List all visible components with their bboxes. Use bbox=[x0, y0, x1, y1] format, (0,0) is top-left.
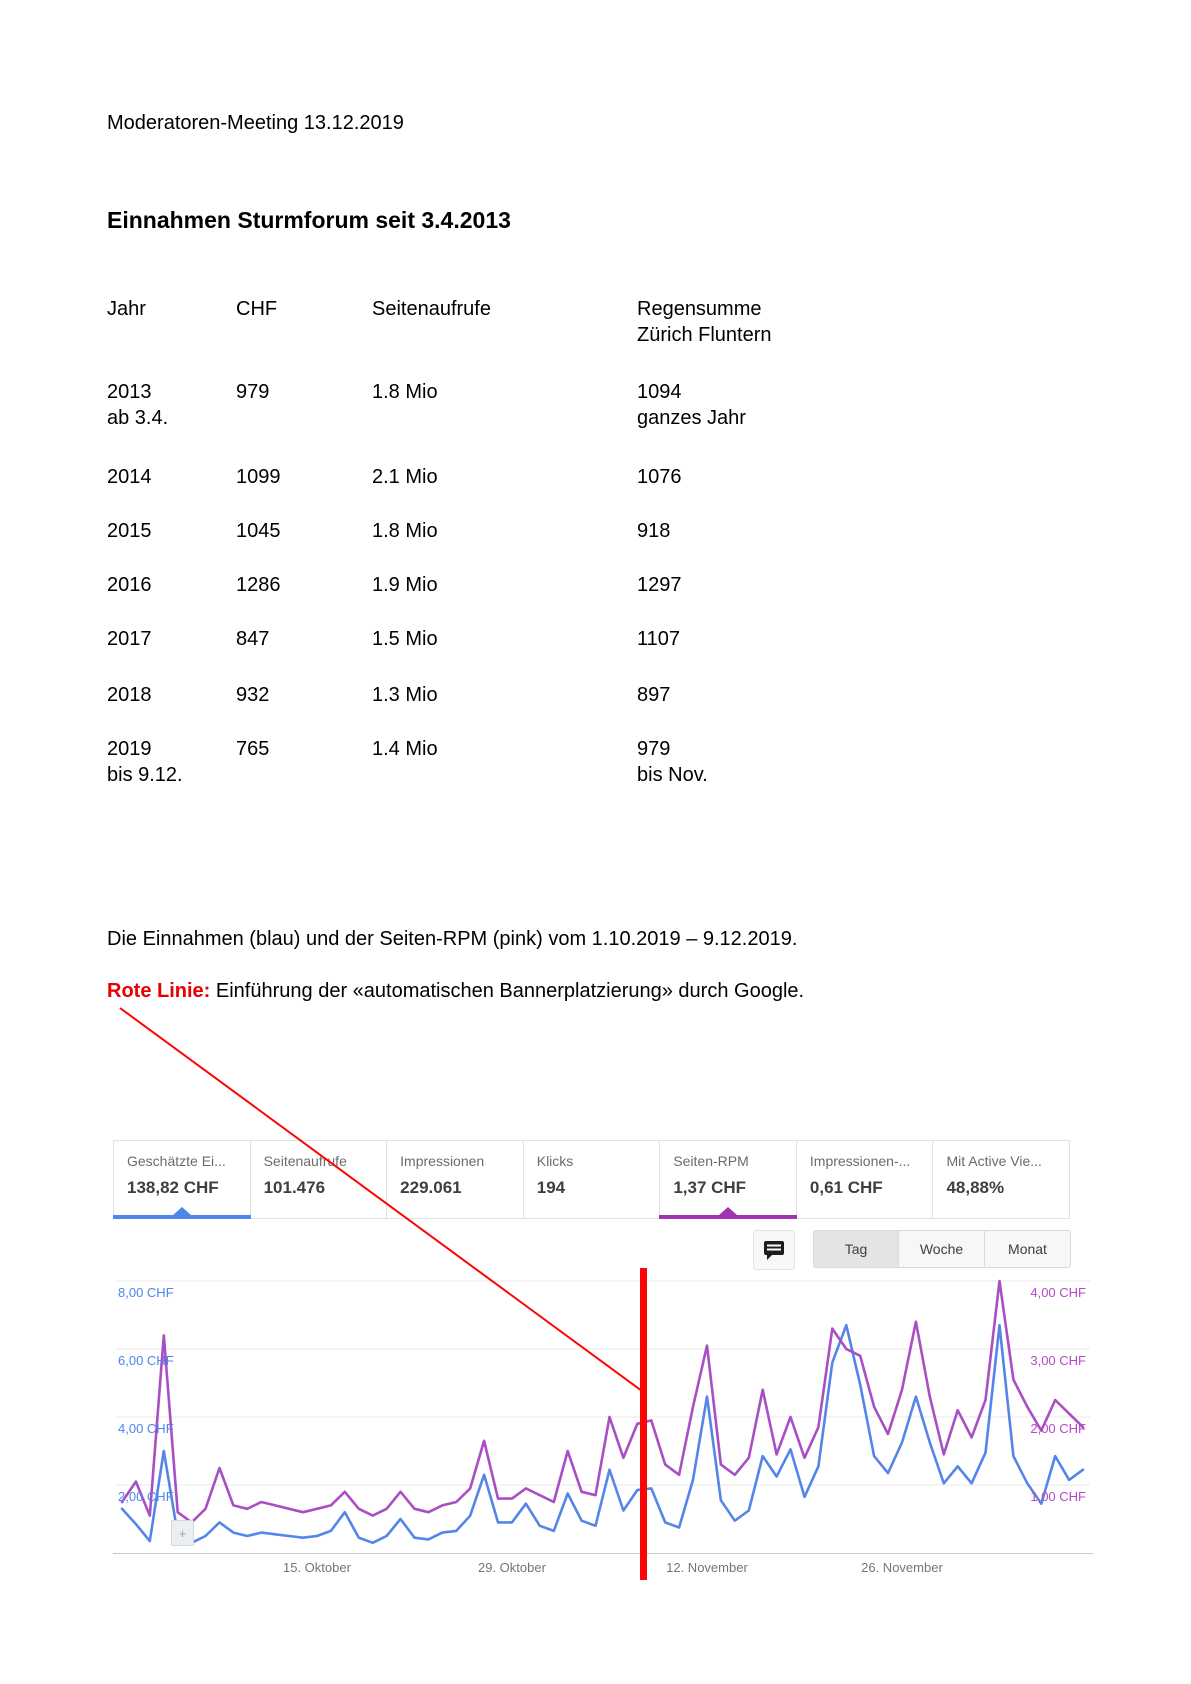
range-button-woche[interactable]: Woche bbox=[899, 1230, 985, 1268]
table-cell: 1.5 Mio bbox=[372, 628, 438, 650]
stat-card-label: Seiten-RPM bbox=[673, 1153, 749, 1169]
stat-card[interactable]: Mit Active Vie... 48,88% bbox=[933, 1141, 1069, 1218]
stat-card-label: Seitenaufrufe bbox=[263, 1153, 347, 1169]
table-cell: 932 bbox=[236, 684, 270, 706]
right-axis-label: 2,00 CHF bbox=[1030, 1421, 1086, 1436]
stat-card-label: Impressionen-... bbox=[809, 1153, 911, 1169]
right-axis-label: 4,00 CHF bbox=[1030, 1285, 1086, 1300]
range-button-tag[interactable]: Tag bbox=[813, 1230, 899, 1268]
x-axis-line bbox=[113, 1553, 1093, 1554]
table-cell: Jahr bbox=[107, 298, 146, 320]
stat-card[interactable]: Impressionen 229.061 bbox=[387, 1141, 524, 1218]
left-axis-label: 6,00 CHF bbox=[118, 1353, 174, 1368]
stat-card-value: 194 bbox=[536, 1178, 566, 1197]
selected-card-underline bbox=[659, 1215, 797, 1219]
adsense-stat-cards: Geschätzte Ei... 138,82 CHF Seitenaufrufe 1… bbox=[113, 1140, 1070, 1219]
left-axis-label: 2,00 CHF bbox=[118, 1489, 174, 1504]
table-cell: 1297 bbox=[637, 574, 682, 596]
stat-card[interactable]: Seitenaufrufe 101.476 bbox=[251, 1141, 388, 1218]
page-title: Einnahmen Sturmforum seit 3.4.2013 bbox=[107, 207, 511, 233]
red-line-note-label: Rote Linie: bbox=[107, 980, 211, 1002]
left-axis-label: 4,00 CHF bbox=[118, 1421, 174, 1436]
table-cell: 2016 bbox=[107, 574, 152, 596]
right-axis-label: 3,00 CHF bbox=[1030, 1353, 1086, 1368]
chart-plot[interactable] bbox=[115, 1265, 1090, 1565]
table-cell: 1045 bbox=[236, 520, 281, 542]
table-cell: 1286 bbox=[236, 574, 281, 596]
red-line-note: Rote Linie: Einführung der «automatische… bbox=[107, 980, 804, 1003]
table-cell: 1.9 Mio bbox=[372, 574, 438, 596]
document-header: Moderatoren-Meeting 13.12.2019 bbox=[107, 112, 404, 134]
x-axis-label: 26. November bbox=[861, 1560, 943, 1575]
table-cell: 979 bis Nov. bbox=[637, 738, 708, 786]
range-button-monat[interactable]: Monat bbox=[985, 1230, 1071, 1268]
stat-card-label: Klicks bbox=[536, 1153, 574, 1169]
stat-card[interactable]: Seiten-RPM 1,37 CHF bbox=[659, 1141, 797, 1219]
red-line-note-text: Einführung der «automatischen Bannerplat… bbox=[210, 980, 805, 1002]
table-cell: 1.4 Mio bbox=[372, 738, 438, 760]
table-cell: 1107 bbox=[637, 628, 681, 650]
stat-card-label: Geschätzte Ei... bbox=[127, 1153, 226, 1169]
table-cell: 2017 bbox=[107, 628, 152, 650]
x-axis-label: 12. November bbox=[666, 1560, 748, 1575]
table-cell: CHF bbox=[236, 298, 278, 320]
selected-card-caret-icon bbox=[719, 1207, 738, 1215]
comment-button[interactable] bbox=[753, 1230, 795, 1270]
stat-card-value: 48,88% bbox=[946, 1178, 1005, 1197]
table-cell: 1099 bbox=[236, 466, 281, 488]
table-cell: 918 bbox=[637, 520, 671, 542]
table-cell: 1.8 Mio bbox=[372, 381, 438, 403]
table-cell: 765 bbox=[236, 738, 270, 760]
selected-card-underline bbox=[113, 1215, 251, 1219]
table-cell: 2015 bbox=[107, 520, 152, 542]
table-cell: 1.8 Mio bbox=[372, 520, 438, 542]
stat-card-label: Impressionen bbox=[400, 1153, 485, 1169]
x-axis-label: 15. Oktober bbox=[282, 1560, 351, 1575]
stat-card-label: Mit Active Vie... bbox=[946, 1153, 1042, 1169]
range-button-group: Tag Woche Monat bbox=[813, 1230, 1071, 1268]
table-cell: 847 bbox=[236, 628, 270, 650]
right-axis-label: 1,00 CHF bbox=[1030, 1489, 1086, 1504]
stat-card[interactable]: Klicks 194 bbox=[524, 1141, 661, 1218]
table-cell: 2014 bbox=[107, 466, 152, 488]
stat-card[interactable]: Impressionen-... 0,61 CHF bbox=[797, 1141, 934, 1218]
x-axis-label: 29. Oktober bbox=[477, 1560, 546, 1575]
table-cell: 2.1 Mio bbox=[372, 466, 438, 488]
stat-card-value: 101.476 bbox=[263, 1178, 326, 1197]
table-cell: 2013 ab 3.4. bbox=[107, 381, 169, 429]
table-cell: 1076 bbox=[637, 466, 682, 488]
stat-card[interactable]: Geschätzte Ei... 138,82 CHF bbox=[113, 1141, 251, 1219]
table-cell: 897 bbox=[637, 684, 671, 706]
stat-card-value: 1,37 CHF bbox=[673, 1178, 747, 1197]
table-cell: Seitenaufrufe bbox=[372, 298, 491, 320]
table-cell: 1.3 Mio bbox=[372, 684, 438, 706]
table-cell: Regensumme Zürich Fluntern bbox=[637, 298, 772, 346]
stat-card-value: 0,61 CHF bbox=[809, 1178, 883, 1197]
stat-card-value: 229.061 bbox=[400, 1178, 462, 1197]
red-vertical-line-annotation bbox=[640, 1268, 647, 1580]
selected-card-caret-icon bbox=[172, 1207, 191, 1215]
chart-caption: Die Einnahmen (blau) und der Seiten-RPM … bbox=[107, 928, 798, 950]
table-cell: 1094 ganzes Jahr bbox=[637, 381, 746, 429]
stat-card-value: 138,82 CHF bbox=[127, 1178, 219, 1197]
table-cell: 979 bbox=[236, 381, 270, 403]
chart-annotation-marker: + bbox=[171, 1520, 194, 1546]
left-axis-label: 8,00 CHF bbox=[118, 1285, 174, 1300]
table-cell: 2018 bbox=[107, 684, 152, 706]
speech-bubble-icon bbox=[764, 1240, 784, 1260]
table-cell: 2019 bis 9.12. bbox=[107, 738, 183, 786]
